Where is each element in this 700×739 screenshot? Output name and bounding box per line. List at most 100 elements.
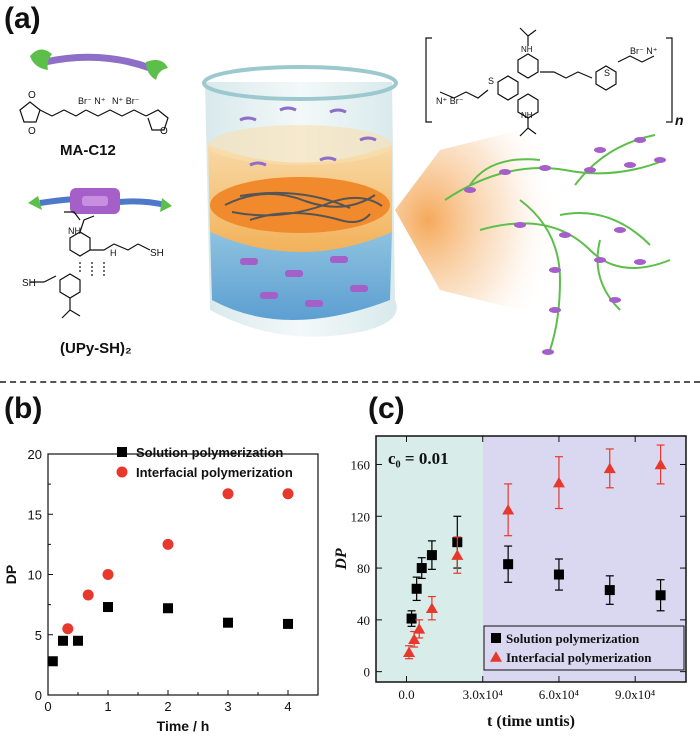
data-point-interfacial — [62, 623, 74, 635]
chart-c-frame — [375, 435, 687, 683]
legend-label: Interfacial polymerization — [136, 465, 293, 480]
chart-b-marks — [47, 488, 294, 667]
panel-b-label: (b) — [4, 392, 43, 425]
x-tick-label: 0 — [44, 699, 51, 714]
glow-beam — [395, 120, 560, 320]
section-divider — [0, 381, 700, 383]
shaded-region — [482, 436, 686, 682]
svg-text:SH: SH — [150, 248, 164, 259]
x-tick-label: 4 — [284, 699, 291, 714]
interfacial-network — [224, 191, 383, 223]
legend-box — [483, 625, 685, 671]
chart-c-legend: Solution polymerization Interfacial polym… — [483, 625, 685, 671]
y-tick-label: 0 — [364, 665, 371, 680]
data-point-interfacial — [282, 488, 294, 500]
svg-text:Br⁻ N⁺: Br⁻ N⁺ — [78, 96, 106, 106]
floating-dimers — [240, 256, 368, 307]
ma-c12-name: MA-C12 — [60, 142, 116, 159]
svg-text:NH: NH — [68, 226, 81, 236]
data-point-interfacial — [408, 633, 421, 645]
chart-b-axes: 0 1 2 3 4 0 5 10 15 20 Time / h DP — [3, 447, 319, 734]
data-point-solution — [604, 585, 615, 596]
chart-c-axes: 0.0 3.0x10⁴ 6.0x10⁴ 9.0x10⁴ 0 40 80 120 160 t (ti… — [333, 435, 687, 730]
chart-b-legend: Solution polymerization Interfacial polym… — [116, 445, 293, 480]
legend-marker — [490, 651, 502, 662]
svg-text:SH: SH — [22, 278, 36, 289]
data-point-interfacial — [425, 602, 438, 613]
y-tick-label: 20 — [28, 447, 42, 462]
svg-text:N⁺ Br⁻: N⁺ Br⁻ — [112, 96, 140, 106]
legend-marker — [117, 447, 127, 457]
chart-c-shading — [376, 436, 686, 682]
upy-sh-name: (UPy-SH)₂ — [60, 340, 132, 357]
data-point-solution — [503, 559, 514, 570]
y-tick-label: 15 — [28, 507, 42, 522]
chart-c: 0.0 3.0x10⁴ 6.0x10⁴ 9.0x10⁴ 0 40 80 120 160 t (ti… — [333, 435, 687, 730]
upy-sh-structure — [30, 211, 151, 319]
data-point-solution — [73, 635, 83, 646]
svg-text:O: O — [28, 126, 36, 137]
legend-label: Solution polymerization — [136, 445, 283, 460]
chart-b: 0 1 2 3 4 0 5 10 15 20 Time / h DP Solution polymer… — [3, 445, 319, 734]
y-tick-label: 80 — [357, 561, 370, 576]
panel-c-label: (c) — [368, 392, 405, 425]
data-point-solution — [163, 603, 173, 614]
data-point-solution — [411, 583, 422, 594]
y-tick-label: 0 — [35, 688, 42, 703]
svg-text:NH: NH — [521, 111, 533, 120]
panel-a-label: (a) — [4, 2, 41, 35]
data-point-solution — [426, 550, 437, 561]
data-point-interfacial — [162, 538, 174, 550]
x-tick-label: 2 — [164, 699, 171, 714]
data-point-solution — [655, 590, 666, 601]
ma-c12-structure — [19, 101, 169, 131]
data-point-interfacial — [413, 623, 426, 634]
upy-sh-icon — [28, 188, 172, 214]
floating-monomers — [239, 106, 377, 167]
y-axis-label: DP — [333, 548, 350, 571]
svg-text:O: O — [160, 126, 168, 137]
x-tick-label: 3 — [224, 699, 231, 714]
legend-label: Interfacial polymerization — [506, 650, 652, 665]
data-point-solution — [553, 569, 564, 580]
svg-text:Br⁻ N⁺: Br⁻ N⁺ — [630, 46, 658, 56]
data-point-solution — [223, 617, 233, 628]
svg-text:NH: NH — [521, 45, 533, 54]
y-tick-label: 40 — [357, 613, 370, 628]
ma-c12-icon — [30, 49, 168, 80]
y-tick-label: 120 — [351, 509, 371, 524]
x-tick-label: 6.0x10⁴ — [539, 687, 580, 702]
legend-marker — [116, 466, 128, 478]
x-tick-label: 3.0x10⁴ — [463, 687, 504, 702]
data-point-interfacial — [603, 462, 616, 474]
svg-text:H: H — [110, 248, 117, 258]
data-point-solution — [47, 656, 58, 667]
beaker — [202, 65, 398, 337]
x-tick-label: 9.0x10⁴ — [615, 687, 656, 702]
polymer-repeat-structure — [425, 27, 673, 137]
x-axis-label: Time / h — [157, 718, 210, 734]
data-point-solution — [283, 618, 293, 629]
svg-text:N⁺ Br⁻: N⁺ Br⁻ — [436, 96, 464, 106]
legend-marker — [491, 633, 501, 643]
svg-text:S: S — [488, 76, 494, 86]
data-point-interfacial — [451, 549, 464, 560]
y-axis-label: DP — [3, 565, 19, 584]
data-point-solution — [103, 602, 113, 613]
polymer-purple-segments — [464, 137, 666, 355]
chart-c-marks — [403, 444, 667, 660]
concentration-annotation: c₀ = 0.01 — [388, 449, 449, 468]
data-point-solution — [58, 635, 68, 646]
polymer-repeat-n: n — [675, 112, 684, 128]
data-point-interfacial — [502, 504, 515, 515]
svg-text:O: O — [28, 90, 36, 101]
data-point-interfacial — [654, 458, 667, 470]
svg-text:S: S — [604, 68, 610, 78]
data-point-interfacial — [82, 589, 94, 601]
y-tick-label: 10 — [28, 568, 42, 583]
data-point-solution — [416, 563, 427, 574]
x-tick-label: 0.0 — [398, 687, 414, 702]
chart-b-frame — [47, 453, 319, 696]
panel-a-illustration: O Br⁻ N⁺ N⁺ Br⁻ O O SH SH NH H — [19, 27, 684, 357]
legend-label: Solution polymerization — [506, 631, 640, 646]
